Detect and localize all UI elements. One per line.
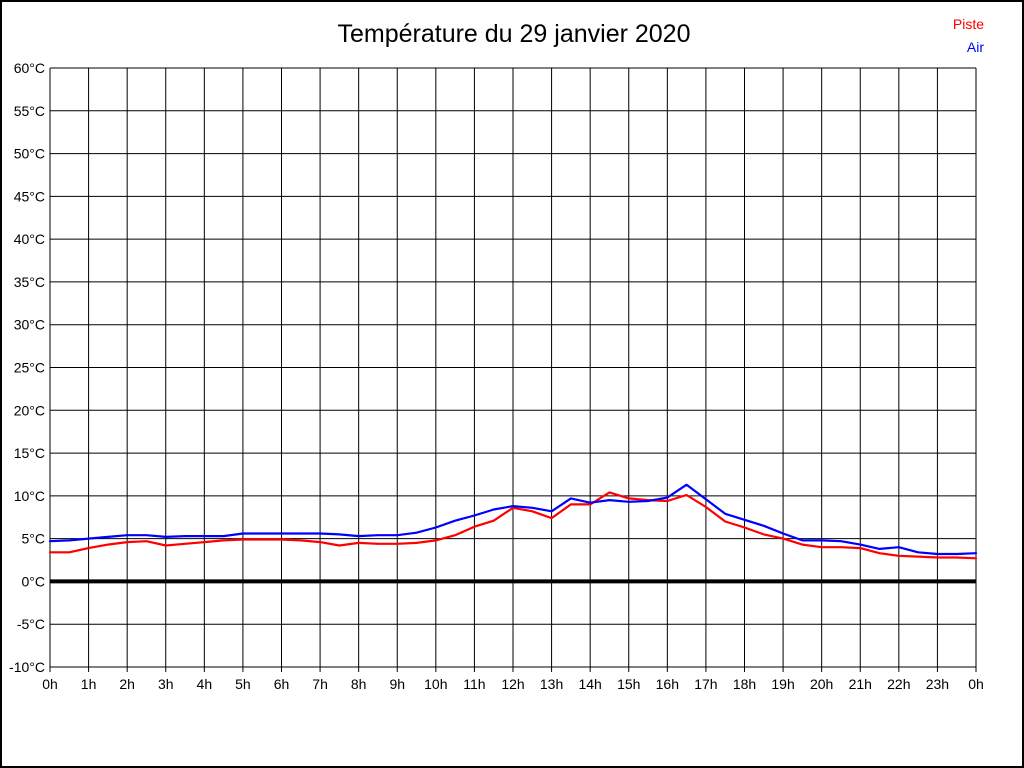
x-tick-label: 3h [158,676,174,692]
chart-title: Température du 29 janvier 2020 [337,20,691,48]
x-tick-label: 22h [887,676,910,692]
x-tick-label: 7h [312,676,328,692]
y-tick-label: 35°C [14,274,45,290]
x-tick-label: 6h [274,676,290,692]
y-tick-label: 15°C [14,445,45,461]
x-tick-label: 18h [733,676,756,692]
x-tick-label: 23h [926,676,949,692]
x-tick-label: 4h [197,676,213,692]
legend-air-label: Air [966,39,984,55]
x-tick-label: 1h [81,676,97,692]
y-tick-label: 10°C [14,488,45,504]
y-tick-label: -10°C [9,659,45,675]
legend: Piste Air [953,13,984,59]
y-tick-label: 20°C [14,402,45,418]
y-tick-label: 0°C [22,573,46,589]
x-tick-label: 11h [463,676,485,692]
x-tick-label: 2h [119,676,135,692]
x-tick-label: 19h [771,676,794,692]
y-tick-label: 60°C [14,60,45,76]
y-tick-label: 30°C [14,317,45,333]
x-tick-label: 17h [694,676,717,692]
x-tick-label: 8h [351,676,367,692]
x-tick-label: 16h [656,676,679,692]
y-tick-label: -5°C [17,616,45,632]
x-tick-label: 0h [42,676,58,692]
x-tick-label: 10h [424,676,447,692]
x-tick-label: 21h [849,676,872,692]
air-temperature-line [48,483,978,556]
x-tick-label: 20h [810,676,833,692]
x-tick-label: 15h [617,676,640,692]
y-tick-label: 5°C [22,531,46,547]
piste-temperature-line [48,491,978,560]
x-tick-label: 5h [235,676,251,692]
x-tick-label: 0h [968,676,984,692]
y-tick-label: 55°C [14,103,45,119]
legend-piste-label: Piste [952,16,984,32]
y-tick-label: 45°C [14,188,45,204]
x-tick-label: 12h [501,676,524,692]
y-tick-label: 25°C [14,360,45,376]
y-tick-label: 50°C [14,146,45,162]
x-tick-label: 9h [389,676,405,692]
x-tick-label: 13h [540,676,563,692]
y-tick-label: 40°C [14,231,45,247]
x-tick-label: 14h [578,676,601,692]
